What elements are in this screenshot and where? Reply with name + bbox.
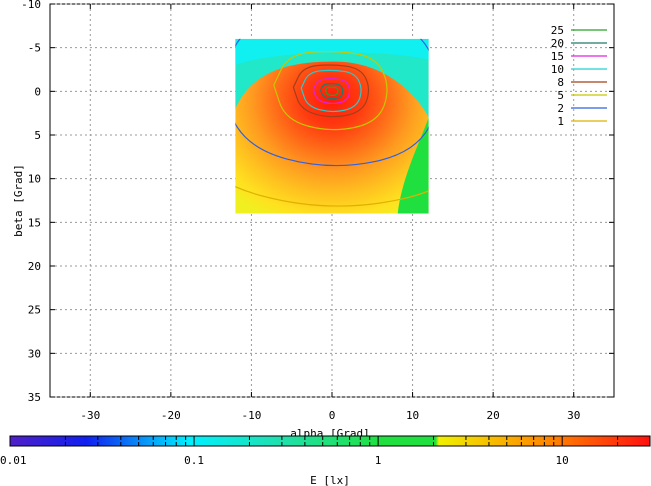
x-tick-label: 10 <box>406 409 419 422</box>
heatmap-cyan-region <box>235 38 429 118</box>
legend-label-2: 2 <box>557 102 564 115</box>
legend-label-10: 10 <box>551 63 564 76</box>
y-tick-label: -10 <box>21 0 41 11</box>
y-tick-label: -5 <box>28 42 41 55</box>
y-tick-label: 10 <box>28 173 41 186</box>
colorbar-ticks: 0.01 0.1 1 10 <box>0 436 651 467</box>
colorbar-label: E [lx] <box>310 474 350 486</box>
legend-label-1: 1 <box>557 115 564 128</box>
legend-label-5: 5 <box>557 89 564 102</box>
y-tick-label: 15 <box>28 216 41 229</box>
colorbar-tick-label: 0.01 <box>0 454 27 467</box>
heatmap-green-region <box>397 117 429 214</box>
contour-line-8 <box>292 64 370 118</box>
grid-lines <box>50 3 614 398</box>
y-tick-label: 0 <box>34 85 41 98</box>
contour-line-2 <box>235 38 429 167</box>
x-axis-ticks: -30 -20 -10 0 10 20 30 <box>80 4 580 422</box>
y-tick-label: 20 <box>28 260 41 273</box>
contour-line-20 <box>319 83 344 100</box>
contour-line-15 <box>312 78 351 105</box>
colorbar-tick-label: 10 <box>556 454 569 467</box>
x-tick-label: 20 <box>487 409 500 422</box>
contour-line-5 <box>273 50 388 131</box>
contour-line-10 <box>300 69 362 113</box>
contour-line-1 <box>235 185 429 207</box>
x-tick-label: -30 <box>80 409 100 422</box>
y-tick-label: 5 <box>34 129 41 142</box>
heatmap-surface <box>235 38 429 214</box>
y-tick-label: 25 <box>28 304 41 317</box>
colorbar-tick-label: 0.1 <box>184 454 204 467</box>
x-tick-label: 30 <box>567 409 580 422</box>
x-tick-label: -20 <box>161 409 181 422</box>
legend-label-25: 25 <box>551 24 564 37</box>
legend-label-8: 8 <box>557 76 564 89</box>
contour-lines <box>235 38 429 207</box>
y-axis-label: beta [Grad] <box>12 164 25 237</box>
legend-label-15: 15 <box>551 50 564 63</box>
legend-label-20: 20 <box>551 37 564 50</box>
colorbar-tick-label: 1 <box>375 454 382 467</box>
contour-line-25 <box>324 86 339 96</box>
y-tick-label: 30 <box>28 347 41 360</box>
x-tick-label: -10 <box>241 409 261 422</box>
y-tick-label: 35 <box>28 391 41 404</box>
x-tick-label: 0 <box>329 409 336 422</box>
